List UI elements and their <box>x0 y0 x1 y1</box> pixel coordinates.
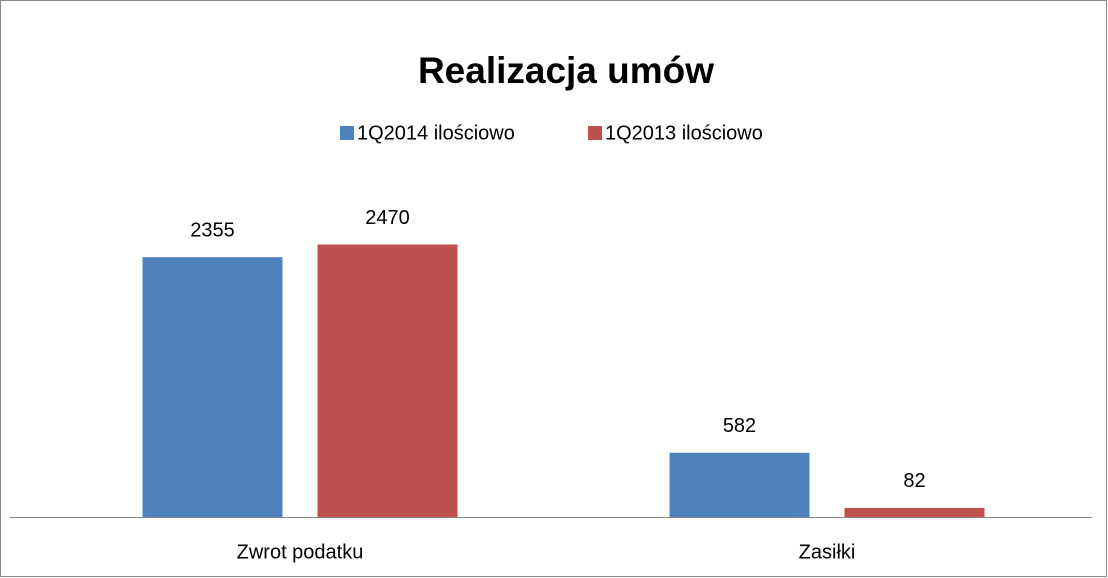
chart-title: Realizacja umów <box>418 50 714 91</box>
legend-label: 1Q2014 ilościowo <box>357 122 515 144</box>
legend-label: 1Q2013 ilościowo <box>605 122 763 144</box>
bar <box>317 244 458 517</box>
data-label: 2470 <box>365 207 410 229</box>
bar <box>844 507 985 517</box>
x-tick-label: Zwrot podatku <box>237 541 364 563</box>
data-label: 82 <box>903 470 925 492</box>
data-label: 2355 <box>190 219 235 241</box>
x-tick-label: Zasiłki <box>799 541 856 563</box>
bar <box>142 257 283 517</box>
legend-swatch <box>588 126 602 140</box>
data-label: 582 <box>723 415 756 437</box>
bar <box>669 452 810 517</box>
legend-swatch <box>340 126 354 140</box>
